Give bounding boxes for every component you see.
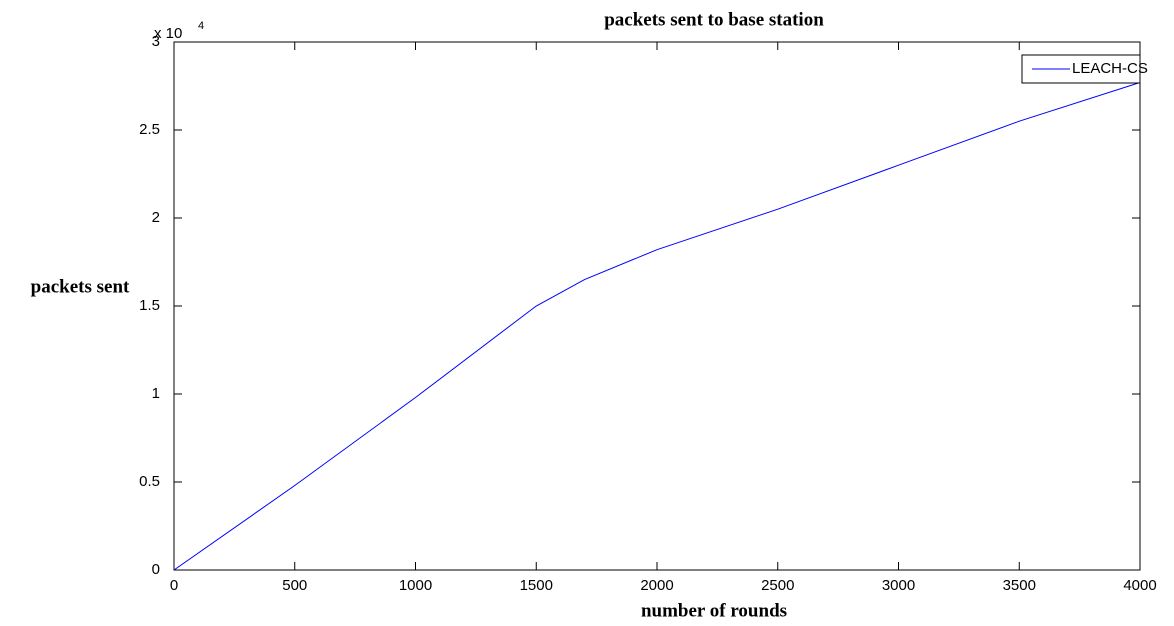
x-axis-label: number of rounds — [641, 600, 787, 621]
y-axis-label: packets sent — [31, 276, 130, 297]
x-tick-label: 3500 — [1003, 577, 1036, 594]
y-tick-label: 0 — [152, 561, 160, 578]
chart-title: packets sent to base station — [604, 9, 824, 30]
y-tick-label: 1.5 — [139, 297, 160, 314]
x-tick-label: 1500 — [520, 577, 553, 594]
y-tick-label: 2.5 — [139, 121, 160, 138]
x-tick-label: 500 — [282, 577, 307, 594]
x-tick-label: 2500 — [761, 577, 794, 594]
y-exponent: 4 — [198, 20, 204, 32]
legend-label: LEACH-CS — [1072, 60, 1148, 77]
x-tick-label: 3000 — [882, 577, 915, 594]
chart: packets sent to base station number of r… — [0, 0, 1174, 626]
y-tick-label: 2 — [152, 209, 160, 226]
plot-area — [174, 42, 1140, 570]
x-tick-label: 0 — [170, 577, 178, 594]
y-tick-label: 0.5 — [139, 473, 160, 490]
x-tick-label: 1000 — [399, 577, 432, 594]
y-tick-label: 1 — [152, 385, 160, 402]
x-tick-label: 4000 — [1123, 577, 1156, 594]
x-tick-label: 2000 — [640, 577, 673, 594]
y-tick-label: 3 — [152, 33, 160, 50]
